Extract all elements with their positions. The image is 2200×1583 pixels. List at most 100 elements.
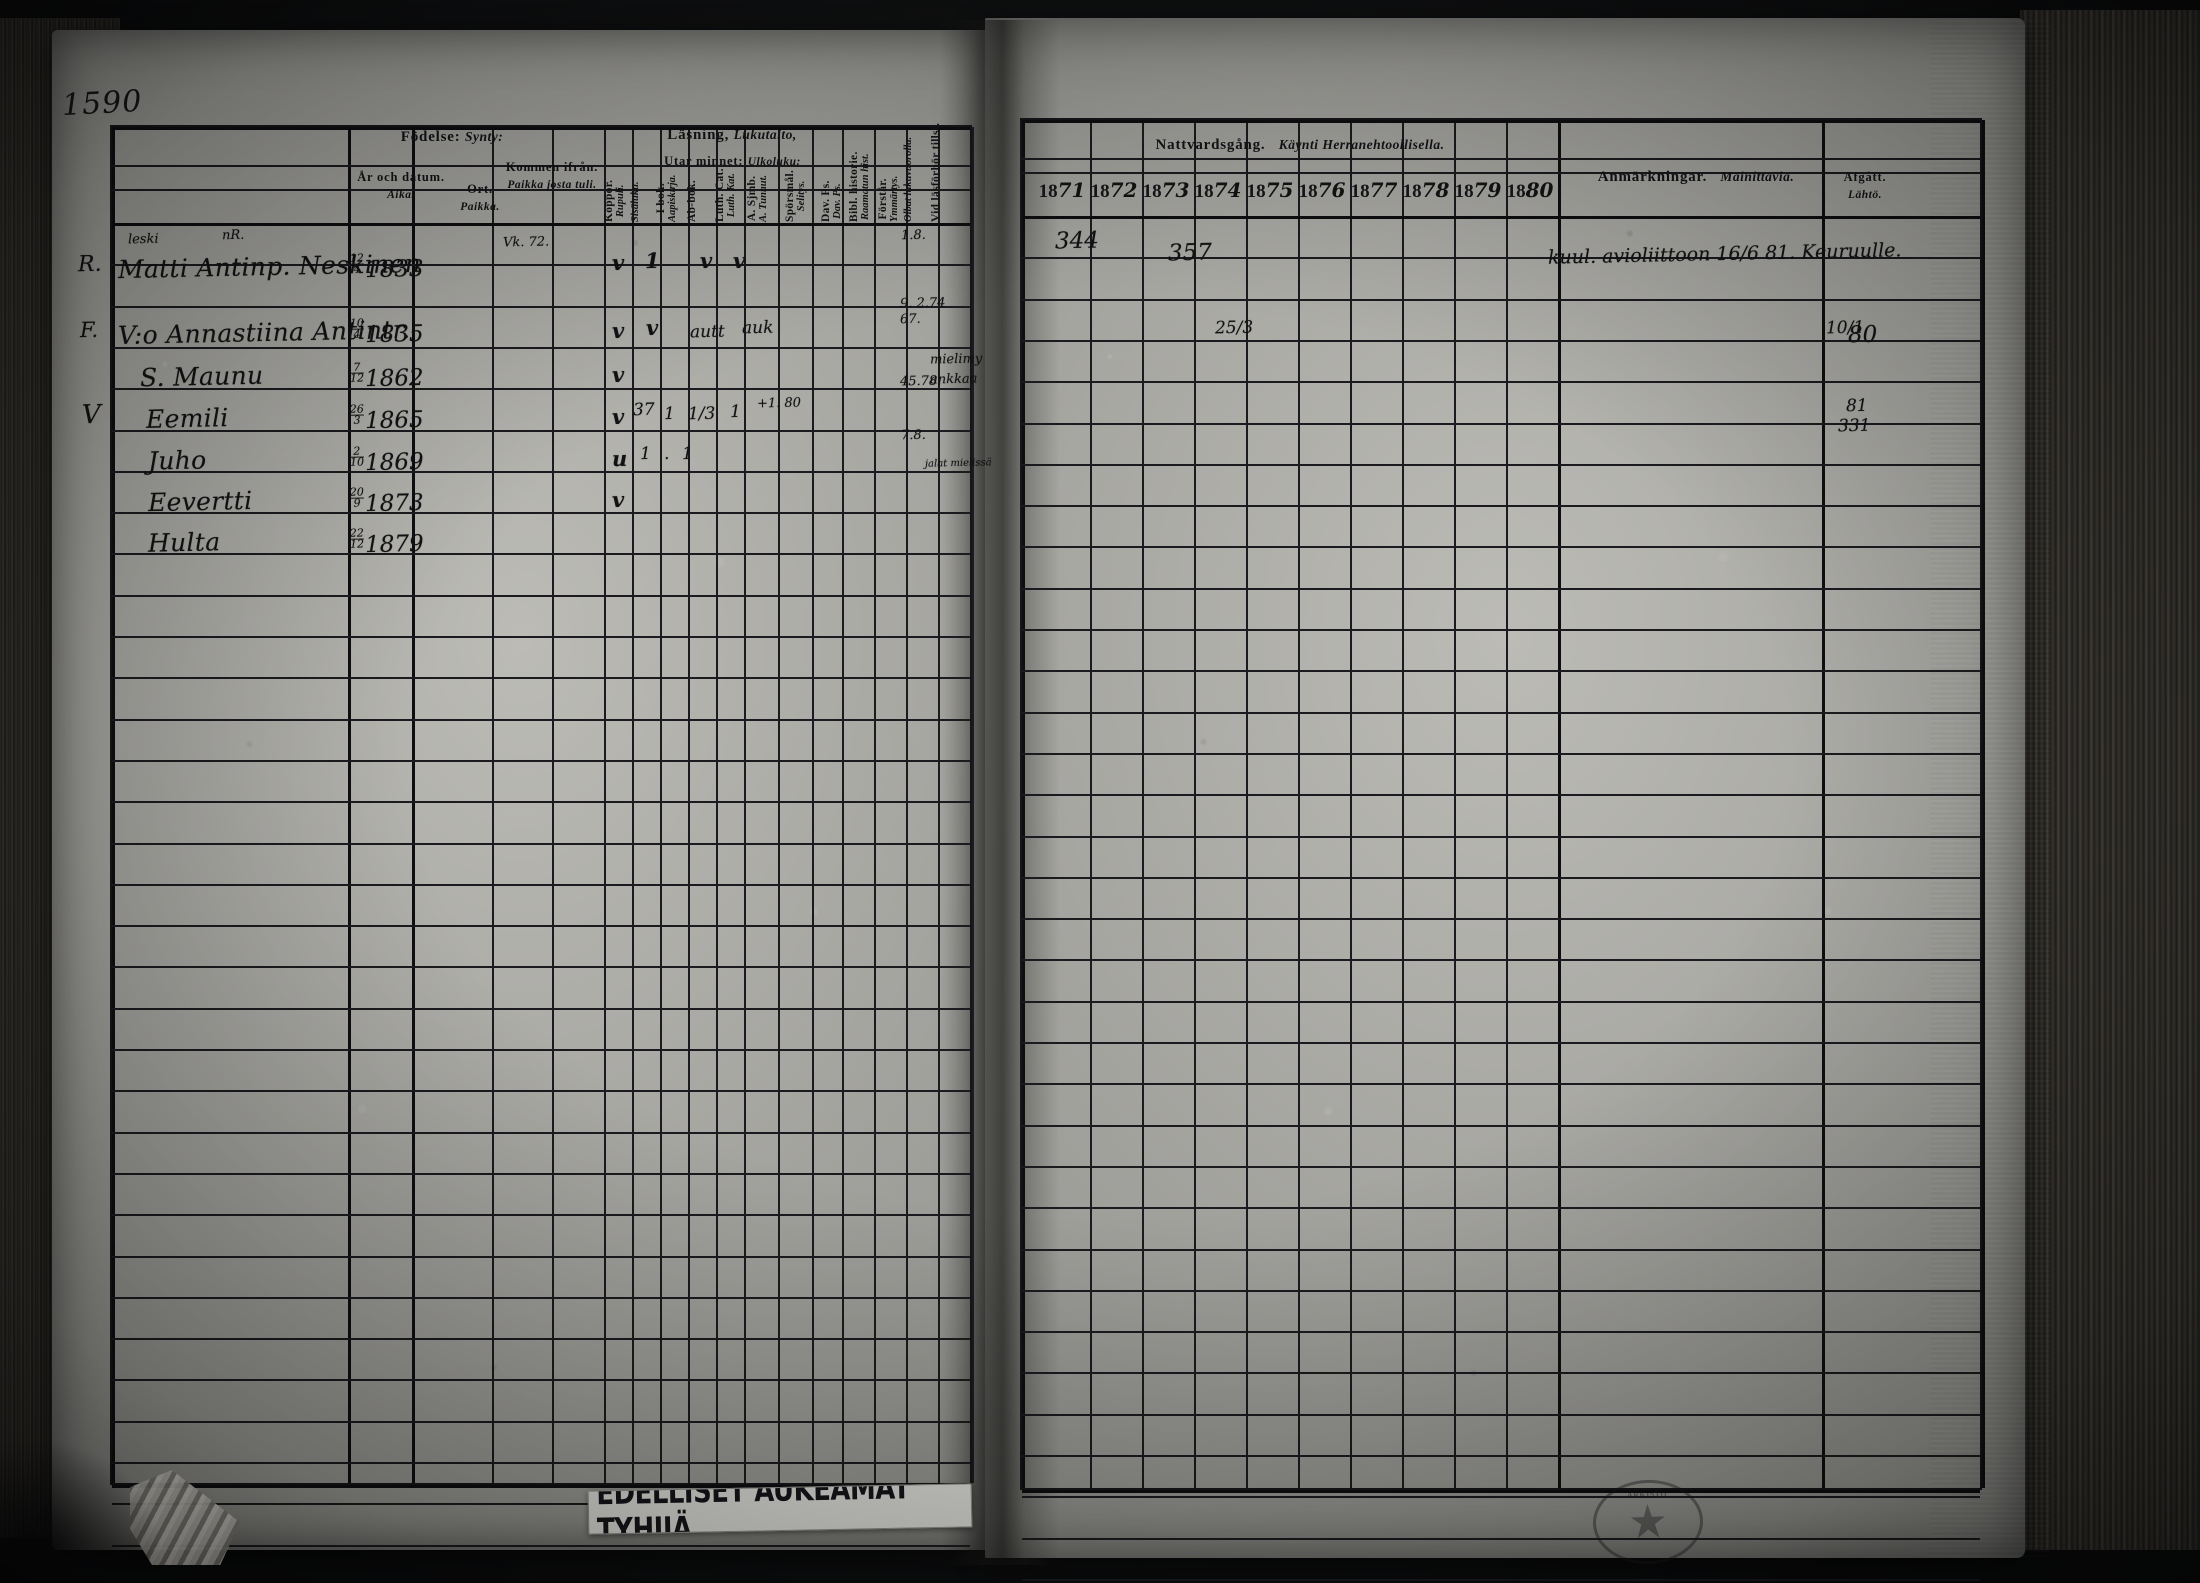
stamp-emblem [1630,1503,1665,1538]
table-rule-horizontal [1022,752,1980,755]
table-rule-vertical [1142,120,1144,1488]
table-rule-vertical [874,127,876,1483]
table-rule-horizontal [112,1379,970,1382]
entry-1-birth: 12 4 1833 [349,251,424,284]
entry-4-mark-4: 1 [729,401,742,423]
table-rule-horizontal [112,1214,970,1217]
table-rule-horizontal [112,429,970,432]
entry-5-smallpox: u [611,445,628,472]
table-rule-horizontal [112,677,970,680]
header-reading-group: Läsning, Lukutaito, [667,127,797,143]
entry-4-departed: 331 [1837,415,1871,437]
header-col-lukuvuorolla: Olbat lukuvuorolla. [903,136,914,222]
table-rule-horizontal [1022,918,1980,921]
table-rule-horizontal [112,718,970,721]
table-rule-vertical [1454,120,1456,1488]
table-rule-horizontal [1022,1537,1980,1540]
table-rule-vertical [1402,120,1404,1488]
entry-2-mark-2: autt [689,321,725,343]
header-col-sporsmal: Spörsmål. Selitys. [784,169,808,222]
header-col-bibl-historie: Bibl. historie. Raamatun hist. [848,151,872,222]
entry-4-departed-top: 81 [1845,395,1868,417]
table-rule-horizontal [1022,463,1980,466]
entry-2-communion-1874: 25/3 [1214,317,1254,339]
header-by-heart: Utar minnet: Ulkoluku: [664,154,801,168]
entry-1-mark-1: 1 [644,247,660,274]
table-rule-vertical [112,127,115,1483]
header-col-i-bok: I bok. Aapiskirja. [655,174,679,222]
header-birth-group: Födelse: Synty: [400,129,504,145]
entry-3-smallpox: v [611,361,625,388]
entry-6-birth: 20 9 1873 [349,485,424,518]
entry-7-name: Hulta [147,527,221,558]
table-rule-horizontal [1022,1000,1980,1003]
table-rule-horizontal [1022,835,1980,838]
year-header-1879: 1879 [1454,178,1502,202]
entry-1-margin-mark: R. [77,251,102,278]
table-rule-horizontal [1022,1490,1980,1493]
entry-6-name: Eevertti [147,485,253,518]
table-rule-horizontal [1022,1496,1980,1499]
table-rule-horizontal [1022,1331,1980,1334]
header-col-smallpox: Koppor. Rupuli. [603,179,627,222]
header-remarks: Anmärkningar. Mainittavia. [1597,169,1795,185]
table-rule-vertical [1506,120,1508,1488]
table-rule-horizontal [112,966,970,969]
table-rule-horizontal [1022,1124,1980,1127]
year-header-1874: 1874 [1194,178,1242,202]
entry-3-side-note-1: mielimy [929,351,983,368]
entry-4-mark-1: 37 [632,399,655,421]
entry-2-smallpox: v [611,317,625,344]
table-rule-vertical [604,127,606,1483]
table-rule-horizontal [1022,794,1980,797]
table-rule-horizontal [1022,505,1980,508]
header-col-dav-ps: Dav. Ps. Dav. Ps. [820,180,844,222]
entry-7-birth: 22 12 1879 [349,526,424,559]
entry-4-mark-5: +1. 80 [756,395,802,412]
entry-1-smallpox: v [611,249,625,276]
entry-2-reading-right-top: 9. 2.74 [899,295,946,312]
entry-1-reading-right: 1.8. [900,227,926,244]
entry-3-side-note-2: ankkaa [929,371,978,388]
table-rule-horizontal [1022,1248,1980,1251]
table-rule-vertical [906,127,908,1483]
table-rule-vertical [552,127,554,1483]
table-rule-horizontal [1022,381,1980,384]
table-rule-horizontal [1022,120,1980,123]
entry-2-mark-3: auk [741,317,774,339]
table-rule-vertical [1090,120,1092,1488]
table-rule-horizontal [112,1090,970,1093]
table-rule-horizontal [1022,711,1980,714]
table-rule-vertical [492,127,494,1483]
entry-1-communion-1873: 357 [1167,239,1213,267]
year-header-1875: 1875 [1246,178,1294,202]
entry-5-name: Juho [147,445,207,476]
entry-4-margin-mark: V [81,399,102,431]
entry-4-birth: 26 3 1865 [349,402,424,435]
previous-spreads-empty-label: EDELLISET AUKEAMAT TYHJIÄ [587,1483,973,1535]
entry-3-birth: 7 12 1862 [349,360,424,393]
table-rule-horizontal [1022,876,1980,879]
entry-1-status: leski [127,231,159,248]
table-rule-horizontal [1022,670,1980,673]
table-rule-vertical [812,127,814,1483]
table-rule-horizontal [112,1544,970,1547]
table-rule-horizontal [112,842,970,845]
table-rule-horizontal [1022,1578,1980,1581]
entry-2-margin-mark: F. [79,317,99,343]
entry-1-mark-3: v [732,247,746,274]
table-rule-horizontal [112,470,970,473]
table-rule-horizontal [112,553,970,556]
header-col-forstar: Förstår. Ymmärtys. [877,175,901,222]
table-rule-vertical [1558,120,1561,1488]
page-number: 1590 [61,83,144,124]
table-rule-horizontal [112,1296,970,1299]
table-rule-vertical [1822,120,1825,1488]
table-rule-horizontal [112,1172,970,1175]
table-rule-vertical [1194,120,1196,1488]
entry-1-status-2: nR. [221,227,245,244]
table-rule-horizontal [112,925,970,928]
corner-shadow [0,1440,160,1583]
table-rule-horizontal [1022,959,1980,962]
